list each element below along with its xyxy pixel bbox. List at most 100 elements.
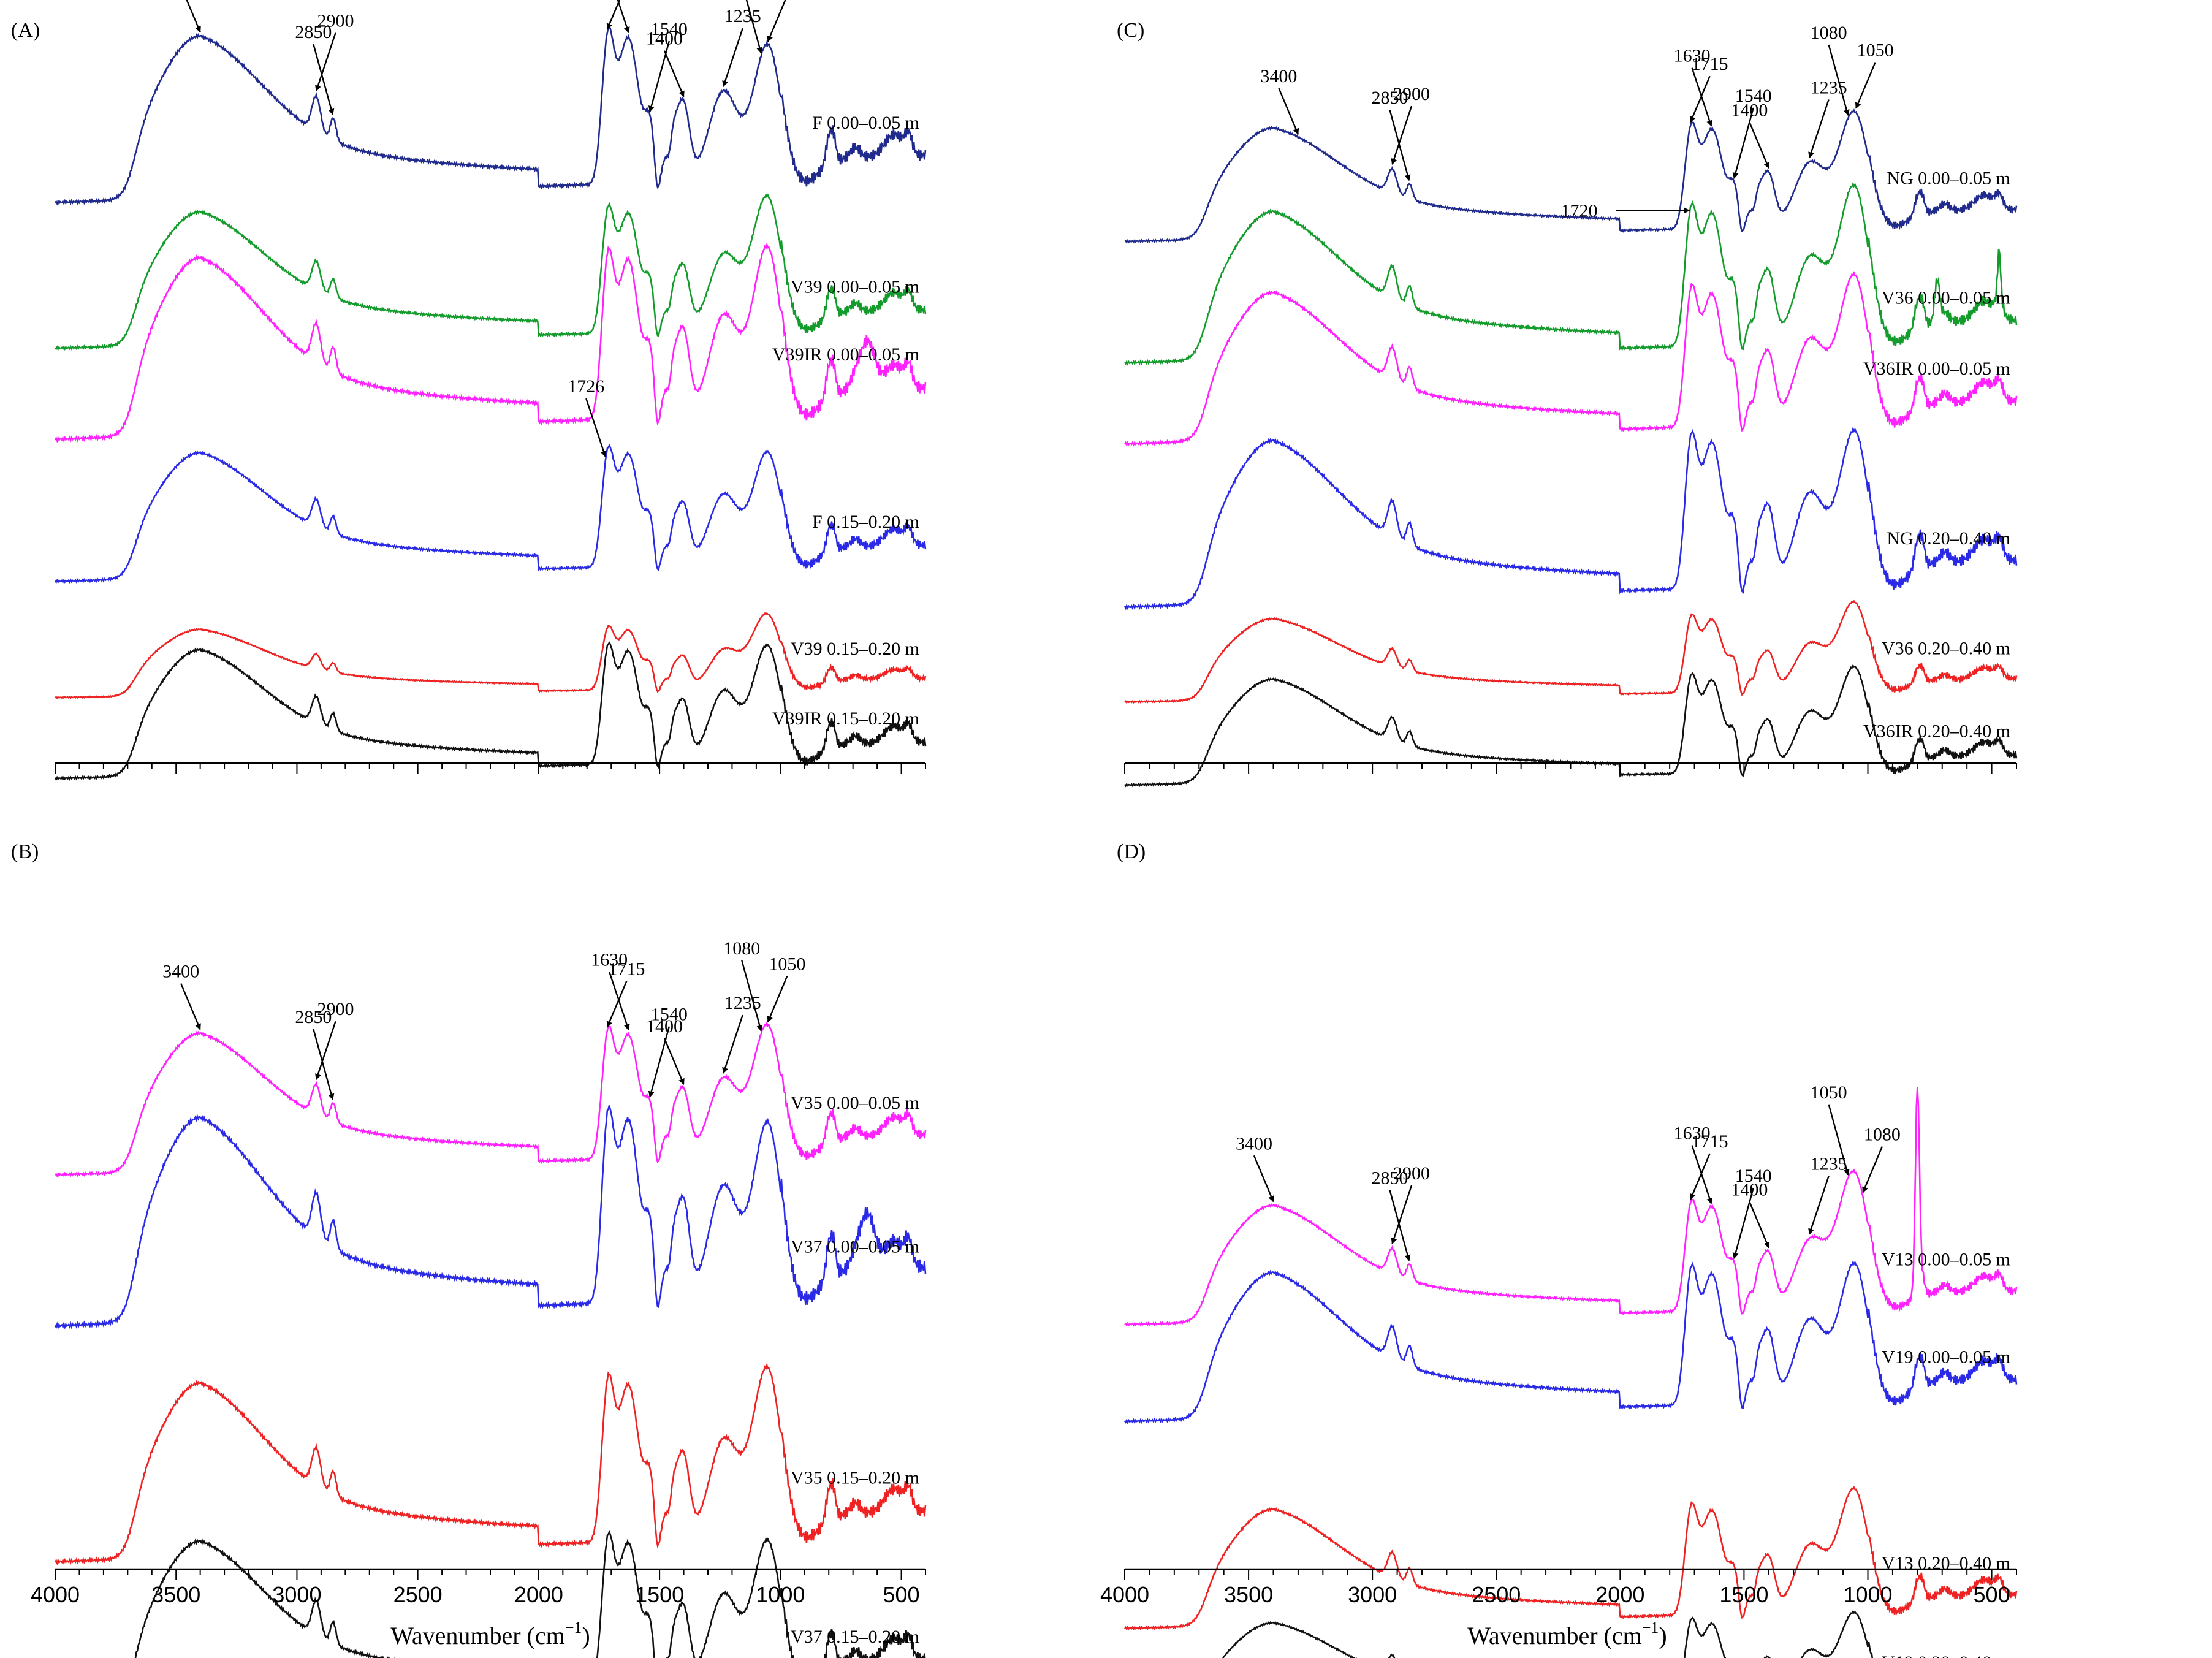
annotation-label: 3400 bbox=[1260, 66, 1297, 86]
annotation-arrow bbox=[741, 960, 763, 1032]
annotation-arrow bbox=[663, 1038, 685, 1085]
annotation-label: 1050 bbox=[769, 954, 805, 974]
series-line bbox=[54, 24, 927, 206]
series-label: V39 0.00–0.05 m bbox=[791, 277, 919, 297]
annotation-arrow bbox=[1732, 107, 1754, 179]
annotation-arrow bbox=[1808, 99, 1830, 159]
series-label: V19 0.20–0.40 m bbox=[1882, 1652, 2010, 1658]
series-line bbox=[1123, 271, 2018, 447]
annotation-arrow bbox=[1389, 1190, 1411, 1261]
annotation-label: 2850 bbox=[295, 1007, 332, 1027]
annotation-label: 1400 bbox=[1731, 100, 1768, 120]
annotation-arrow bbox=[648, 1026, 670, 1098]
annotation-arrow bbox=[1749, 1201, 1769, 1249]
annotation-arrow bbox=[315, 32, 336, 92]
annotation-arrow bbox=[1732, 1187, 1754, 1260]
panel-d: (D) V13 0.00–0.05 m V19 0.00–0.05 m V13 0.2… bbox=[1100, 840, 2018, 1658]
annotation-label: 1080 bbox=[723, 938, 760, 959]
annotation-arrow bbox=[1391, 1185, 1413, 1245]
annotation-label: 1540 bbox=[1735, 1166, 1772, 1186]
x-tick-label: 500 bbox=[883, 1582, 920, 1607]
series-label: V39IR 0.15–0.20 m bbox=[772, 709, 919, 729]
x-tick-label: 1500 bbox=[635, 1582, 684, 1607]
annotation-label: 1715 bbox=[1692, 1131, 1728, 1152]
annotation-label: 1630 bbox=[1674, 46, 1711, 66]
annotation-label: 2850 bbox=[295, 22, 332, 42]
annotation-label: 1235 bbox=[1811, 77, 1847, 97]
series-label: V36IR 0.20–0.40 m bbox=[1863, 721, 2010, 741]
annotation-arrow bbox=[1749, 121, 1769, 169]
x-tick-label: 2000 bbox=[514, 1582, 563, 1607]
annotation-label: 1050 bbox=[1857, 40, 1894, 61]
annotation-label: 1235 bbox=[1811, 1154, 1847, 1174]
annotation-label: 1400 bbox=[1731, 1180, 1768, 1200]
annotation-arrow bbox=[313, 44, 335, 115]
panel-label: (C) bbox=[1117, 19, 1144, 42]
annotation-arrow bbox=[313, 1029, 335, 1100]
annotation-label: 3400 bbox=[162, 962, 199, 982]
annotation-label: 1540 bbox=[651, 1005, 688, 1025]
annotation-label: 2850 bbox=[1371, 1168, 1408, 1188]
series-line bbox=[54, 443, 927, 584]
panel-c: (C) NG 0.00–0.05 m V36 0.00–0.05 m V36IR 0.… bbox=[1117, 19, 2018, 788]
series-label: NG 0.20–0.40 m bbox=[1887, 528, 2010, 549]
series-label: V35 0.15–0.20 m bbox=[791, 1468, 919, 1488]
annotation-arrow bbox=[1828, 1104, 1850, 1176]
annotation-arrow bbox=[1862, 1146, 1883, 1193]
annotation-arrow bbox=[1691, 1145, 1712, 1204]
annotation-arrow bbox=[722, 28, 743, 88]
annotation-arrow bbox=[1389, 109, 1411, 181]
series-label: V36IR 0.00–0.05 m bbox=[1863, 359, 2010, 379]
annotation-arrow bbox=[585, 398, 607, 458]
x-tick-label: 2500 bbox=[1472, 1582, 1521, 1607]
panel-label: (A) bbox=[11, 19, 40, 42]
series-line bbox=[1123, 181, 2018, 366]
panel-a: (A) F 0.00–0.05 m V39 0.00–0.05 m V39IR 0.0… bbox=[11, 0, 927, 781]
annotation-label: 2850 bbox=[1371, 88, 1408, 108]
annotation-label: 1630 bbox=[591, 949, 628, 970]
annotation-label: 1080 bbox=[1864, 1125, 1901, 1145]
annotation-label: 1630 bbox=[1674, 1124, 1711, 1144]
annotation-arrow bbox=[315, 1021, 336, 1081]
series-line bbox=[1124, 1087, 2018, 1327]
series-label: V39IR 0.00–0.05 m bbox=[772, 344, 919, 365]
annotation-arrow bbox=[663, 50, 685, 97]
series-label: F 0.15–0.20 m bbox=[812, 512, 919, 532]
series-line bbox=[54, 641, 927, 781]
annotation-arrow bbox=[1391, 105, 1413, 165]
annotation-label: 2900 bbox=[1393, 1163, 1430, 1184]
annotation-label: 1715 bbox=[608, 959, 645, 979]
x-tick-label: 2000 bbox=[1595, 1582, 1644, 1607]
annotation-label: 2900 bbox=[317, 11, 354, 31]
series-label: V35 0.00–0.05 m bbox=[791, 1093, 919, 1113]
panel-b: (B) V35 0.00–0.05 m V37 0.00–0.05 m V35 0.1… bbox=[11, 840, 927, 1658]
x-tick-label: 3000 bbox=[272, 1582, 321, 1607]
series-line bbox=[1124, 599, 2018, 704]
annotation-label: 3400 bbox=[1236, 1133, 1272, 1154]
annotation-arrow bbox=[180, 983, 201, 1030]
annotation-label: 2900 bbox=[1393, 84, 1430, 104]
series-line bbox=[54, 242, 927, 443]
annotation-label: 1050 bbox=[1811, 1082, 1847, 1103]
annotation-label: 1235 bbox=[724, 6, 761, 26]
annotation-arrow bbox=[745, 0, 763, 54]
annotation-arrow bbox=[617, 0, 630, 34]
annotation-arrow bbox=[722, 1014, 743, 1074]
series-label: V13 0.00–0.05 m bbox=[1882, 1250, 2010, 1270]
series-label: NG 0.00–0.05 m bbox=[1887, 169, 2010, 189]
x-tick-label: 1000 bbox=[1843, 1582, 1892, 1607]
series-label: V37 0.00–0.05 m bbox=[791, 1237, 919, 1257]
annotation-arrow bbox=[1689, 1153, 1711, 1200]
series-line bbox=[54, 1105, 927, 1330]
annotation-arrow bbox=[767, 975, 788, 1023]
annotation-arrow bbox=[608, 971, 630, 1031]
x-tick-label: 500 bbox=[1974, 1582, 2010, 1607]
annotation-label: 1726 bbox=[568, 376, 604, 397]
series-label: V19 0.00–0.05 m bbox=[1882, 1347, 2010, 1367]
panel-label: (B) bbox=[11, 840, 39, 863]
series-line bbox=[55, 1021, 927, 1178]
x-tick-label: 3500 bbox=[1224, 1582, 1273, 1607]
x-tick-label: 1500 bbox=[1719, 1582, 1768, 1607]
x-tick-label: 4000 bbox=[31, 1582, 80, 1607]
